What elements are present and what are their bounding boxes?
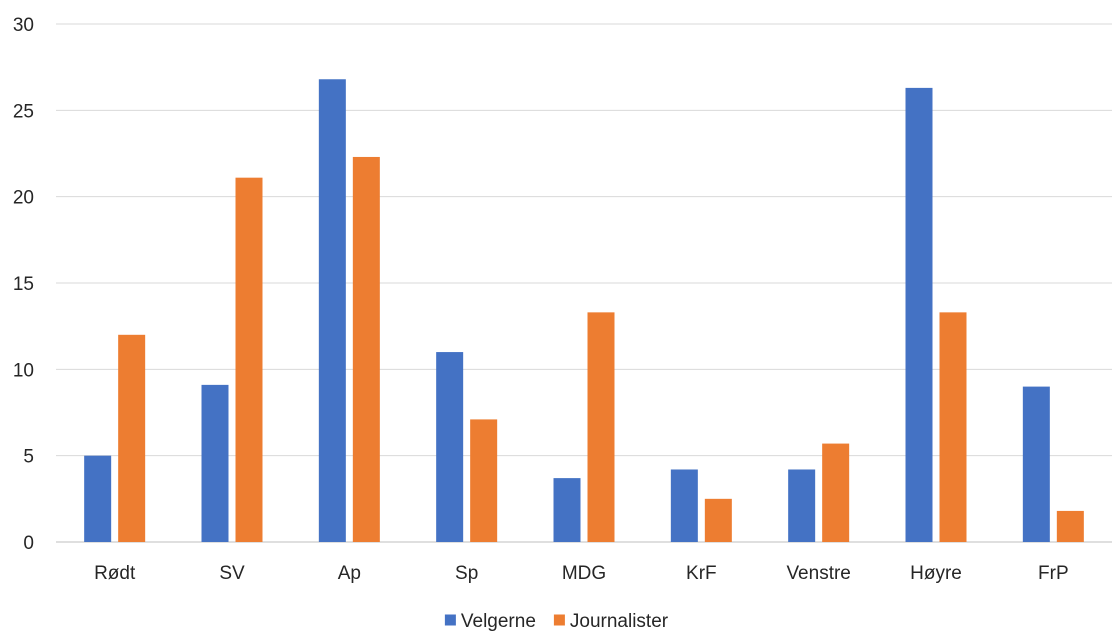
- bar-journalister-2: [352, 156, 380, 542]
- legend-swatch: [444, 614, 456, 626]
- bar-velgerne-2: [318, 79, 346, 543]
- legend-swatch: [553, 614, 565, 626]
- y-tick-label: 10: [13, 360, 34, 381]
- y-tick-label: 30: [13, 15, 34, 36]
- bar-journalister-3: [470, 419, 498, 542]
- bar-velgerne-0: [84, 455, 112, 542]
- y-tick-label: 15: [13, 274, 34, 295]
- category-label: Sp: [455, 563, 478, 584]
- bar-velgerne-1: [201, 384, 229, 542]
- bar-velgerne-3: [436, 352, 464, 542]
- bar-journalister-7: [939, 312, 967, 542]
- category-label: Høyre: [910, 563, 962, 584]
- category-label: Venstre: [786, 563, 850, 584]
- legend: Velgerne Journalister: [444, 611, 669, 631]
- y-axis-ticks: 0 5 10 15 20 25 30: [13, 15, 34, 554]
- bar-journalister-6: [822, 443, 850, 542]
- category-label: MDG: [562, 563, 606, 584]
- legend-label: Velgerne: [461, 611, 536, 631]
- category-label: Ap: [338, 563, 361, 584]
- bars: [84, 79, 1084, 543]
- bar-journalister-5: [704, 498, 732, 542]
- bar-journalister-1: [235, 177, 263, 542]
- bar-journalister-8: [1056, 510, 1084, 542]
- legend-label: Journalister: [570, 611, 669, 631]
- y-tick-label: 0: [23, 533, 34, 554]
- bar-velgerne-7: [905, 87, 933, 543]
- x-axis-categories: Rødt SV Ap Sp MDG KrF Venstre Høyre FrP: [94, 563, 1069, 584]
- bar-velgerne-5: [670, 469, 698, 542]
- category-label: SV: [219, 563, 245, 584]
- bar-journalister-4: [587, 312, 615, 542]
- y-tick-label: 25: [13, 101, 34, 122]
- bar-journalister-0: [118, 334, 146, 542]
- bar-velgerne-4: [553, 478, 581, 542]
- y-tick-label: 5: [23, 447, 34, 468]
- bar-velgerne-6: [788, 469, 816, 542]
- y-tick-label: 20: [13, 188, 34, 209]
- category-label: Rødt: [94, 563, 136, 584]
- gridlines: [56, 23, 1112, 543]
- bar-velgerne-8: [1022, 386, 1050, 542]
- category-label: KrF: [686, 563, 717, 584]
- category-label: FrP: [1038, 563, 1069, 584]
